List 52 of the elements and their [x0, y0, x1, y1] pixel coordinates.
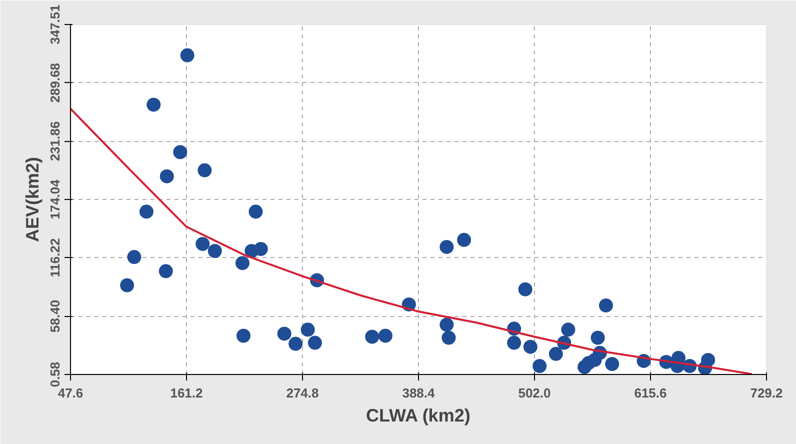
point	[208, 244, 222, 258]
y-tick-label: 116.22	[48, 238, 62, 278]
y-tick-label: 347.51	[48, 4, 62, 44]
point	[442, 330, 456, 345]
point	[440, 240, 454, 254]
point	[158, 264, 173, 278]
y-tick-label: 0.58	[48, 362, 62, 388]
point	[160, 169, 174, 184]
x-tick-label: 161.2	[170, 386, 203, 400]
point	[127, 250, 142, 264]
point	[288, 336, 303, 351]
point	[236, 328, 250, 343]
point	[308, 336, 322, 350]
point	[532, 359, 547, 373]
point	[590, 330, 605, 345]
line-series	[70, 108, 753, 374]
point	[598, 298, 613, 312]
point	[180, 48, 194, 62]
point	[440, 318, 454, 332]
point	[139, 204, 154, 219]
point	[578, 360, 592, 374]
point	[518, 282, 532, 296]
point	[277, 326, 292, 341]
x-axis-title: CLWA (km2)	[366, 406, 470, 426]
point	[378, 328, 392, 343]
y-tick-label: 231.86	[48, 121, 62, 162]
point	[173, 145, 188, 160]
point	[146, 98, 161, 112]
point	[198, 163, 212, 178]
point	[523, 340, 538, 354]
point	[457, 232, 472, 247]
y-tick-label: 174.04	[48, 178, 62, 220]
y-tick-label: 289.68	[48, 62, 62, 103]
y-tick-label: 58.40	[48, 300, 62, 332]
x-tick-label: 388.4	[402, 386, 436, 400]
point	[254, 242, 268, 256]
x-tick-label: 47.6	[58, 386, 84, 400]
x-tick-label: 274.8	[286, 386, 319, 400]
point	[300, 322, 315, 337]
point	[120, 278, 134, 292]
x-tick-label: 615.6	[634, 386, 667, 400]
point	[235, 256, 250, 270]
y-axis-title: AEV(km2)	[22, 156, 42, 242]
point	[365, 330, 380, 344]
x-tick-label: 729.2	[750, 386, 783, 400]
point	[196, 236, 210, 251]
point	[248, 204, 263, 219]
point	[561, 322, 576, 337]
point	[605, 357, 620, 371]
x-tick-label: 502.0	[518, 386, 551, 400]
point	[507, 336, 522, 350]
point	[548, 346, 563, 361]
